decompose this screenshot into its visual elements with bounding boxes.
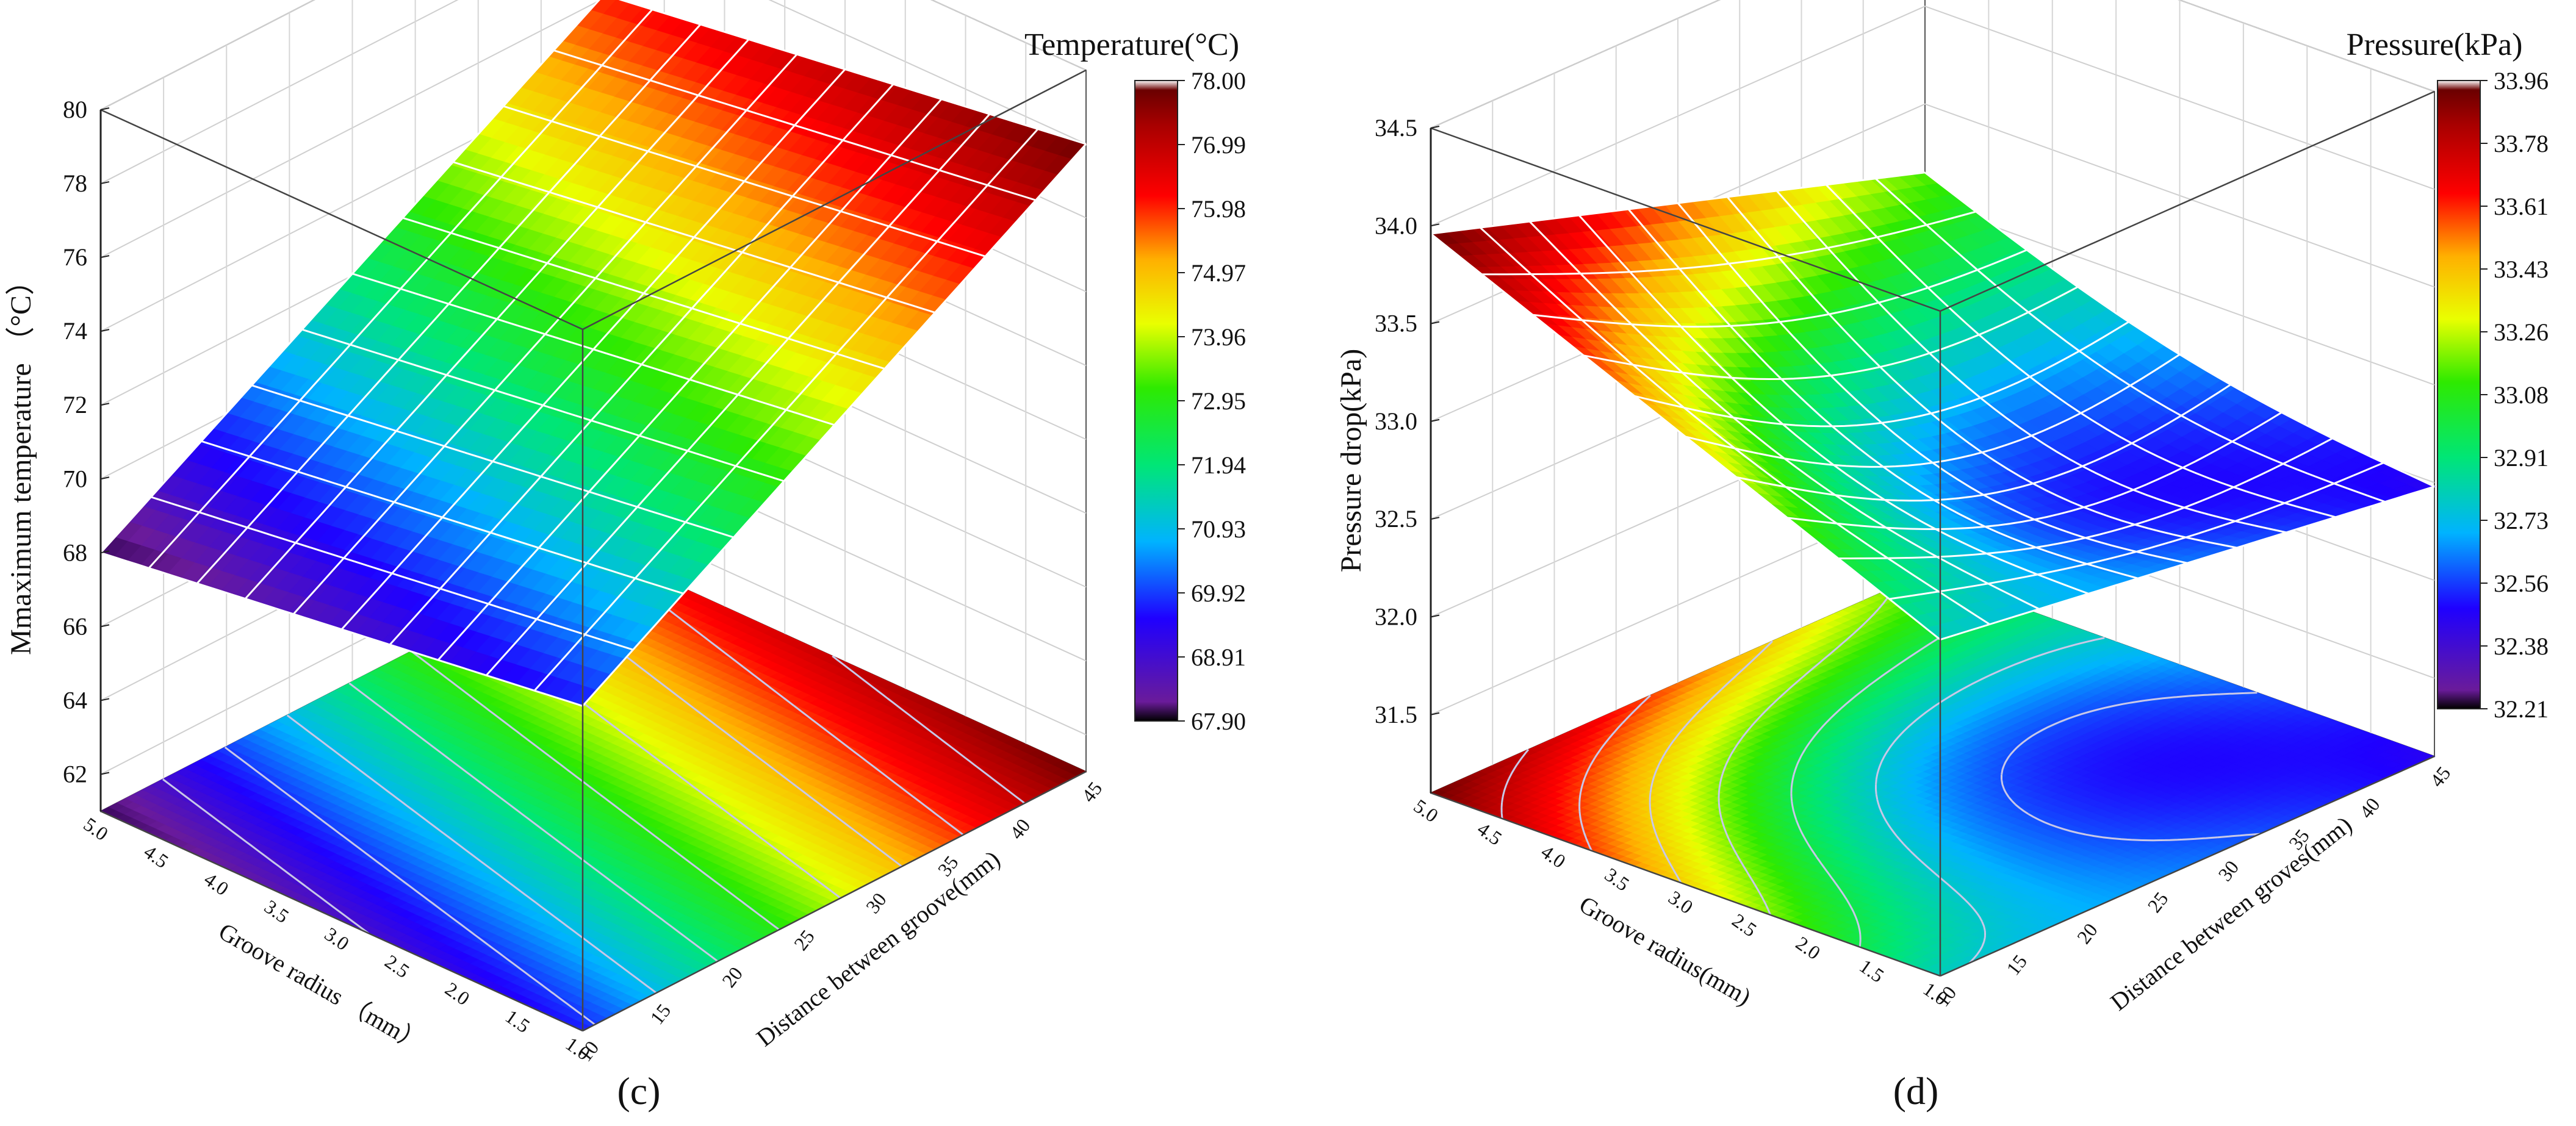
z-tick-label: 62: [63, 760, 87, 787]
z-gridline: [100, 0, 1087, 184]
z-tick-label: 72: [63, 391, 87, 418]
z-tick-label: 64: [63, 686, 87, 714]
x-tick-label: 4.0: [200, 868, 232, 900]
z-axis-title: Mmaximum temperature （°C）: [5, 266, 37, 655]
x-tick-label: 3.5: [261, 895, 293, 927]
y-tick-label: 30: [862, 889, 891, 917]
x-tick-label: 4.5: [140, 841, 172, 872]
z-tick-label: 66: [63, 612, 87, 640]
z-tick-label: 76: [63, 243, 87, 271]
x-tick-label: 2.0: [441, 978, 473, 1009]
z-tick-label: 68: [63, 539, 87, 566]
z-tick-label: 78: [63, 170, 87, 197]
x-tick-label: 2.5: [381, 950, 413, 982]
z-tick-label: 70: [63, 465, 87, 492]
z-tick-label: 74: [63, 317, 87, 345]
y-tick-label: 15: [646, 1000, 675, 1028]
y-tick-label: 25: [790, 925, 819, 954]
x-tick-label: 3.0: [321, 923, 353, 955]
panel-c-temperature-surface: 62 64 66 68 70 72 74 76 78 80 Mmaximum temperature…: [5, 0, 1246, 1113]
x-tick-label: 1.5: [502, 1005, 534, 1037]
x-tick-label: 5.0: [80, 813, 112, 845]
y-tick-label: 20: [718, 963, 747, 991]
z-gridline: [100, 0, 1087, 110]
z-tick-label: 80: [63, 96, 87, 123]
